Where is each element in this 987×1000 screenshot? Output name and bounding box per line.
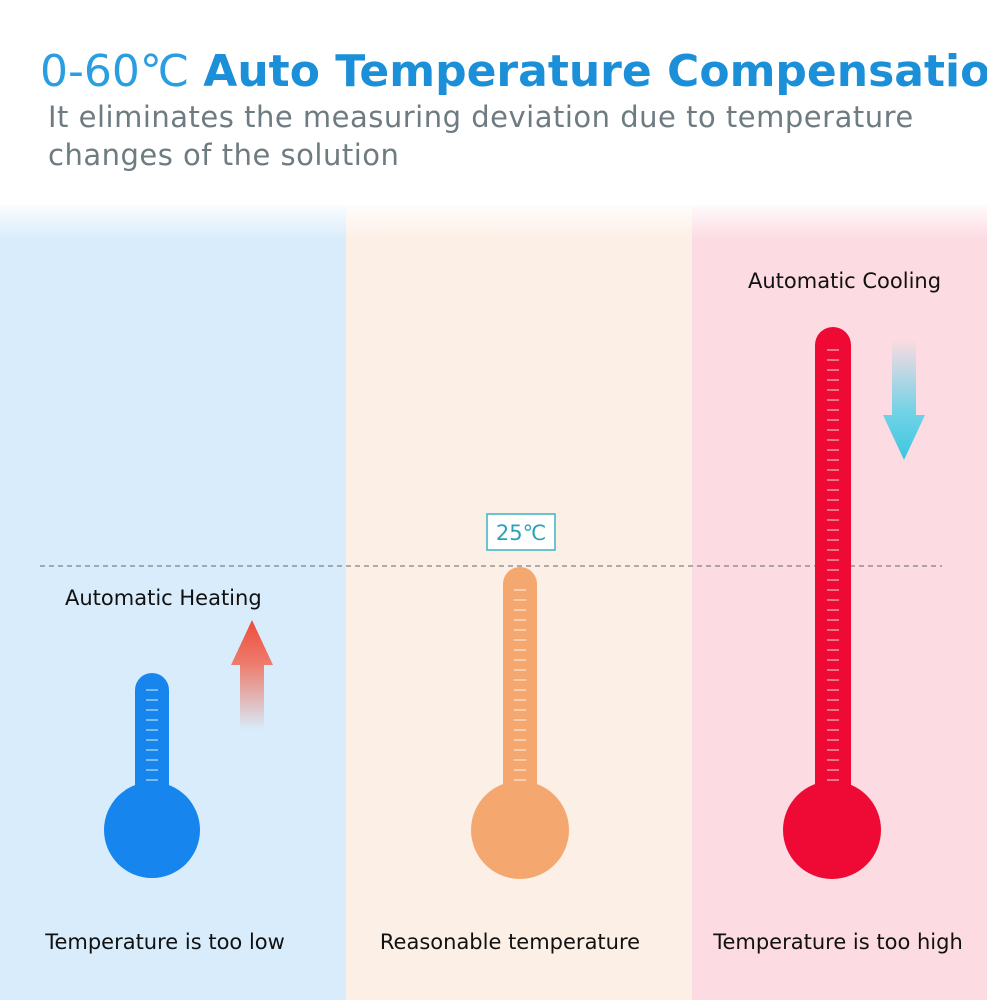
thermometer-bulb [104, 782, 200, 878]
panel-fade [0, 200, 987, 240]
thermometer-stem [815, 327, 851, 817]
title: 0-60℃ Auto Temperature Compensation [40, 46, 987, 97]
panel-caption: Reasonable temperature [380, 930, 640, 954]
badge: 25℃ [496, 521, 546, 545]
thermometer-bulb [783, 781, 881, 879]
panel-caption: Temperature is too high [712, 930, 963, 954]
subtitle-box: It eliminates the measuring deviation du… [48, 100, 914, 172]
panel-label: Automatic Cooling [748, 269, 941, 293]
badge-box [486, 513, 556, 551]
cooling-arrow [883, 340, 925, 460]
tick-group [514, 589, 526, 781]
heating-arrow [231, 620, 273, 730]
thermometer-stem [135, 673, 169, 813]
thermometer-stem [503, 567, 537, 817]
thermometer-bulb [471, 781, 569, 879]
panel-label: Automatic Heating [65, 586, 262, 610]
panel-caption: Temperature is too low [44, 930, 285, 954]
tick-group [827, 349, 839, 781]
tick-group [146, 689, 158, 781]
title-range: 0-60℃ [40, 46, 189, 97]
subtitle: It eliminates the measuring deviation du… [48, 100, 914, 172]
title-text: Auto Temperature Compensation [203, 46, 987, 97]
